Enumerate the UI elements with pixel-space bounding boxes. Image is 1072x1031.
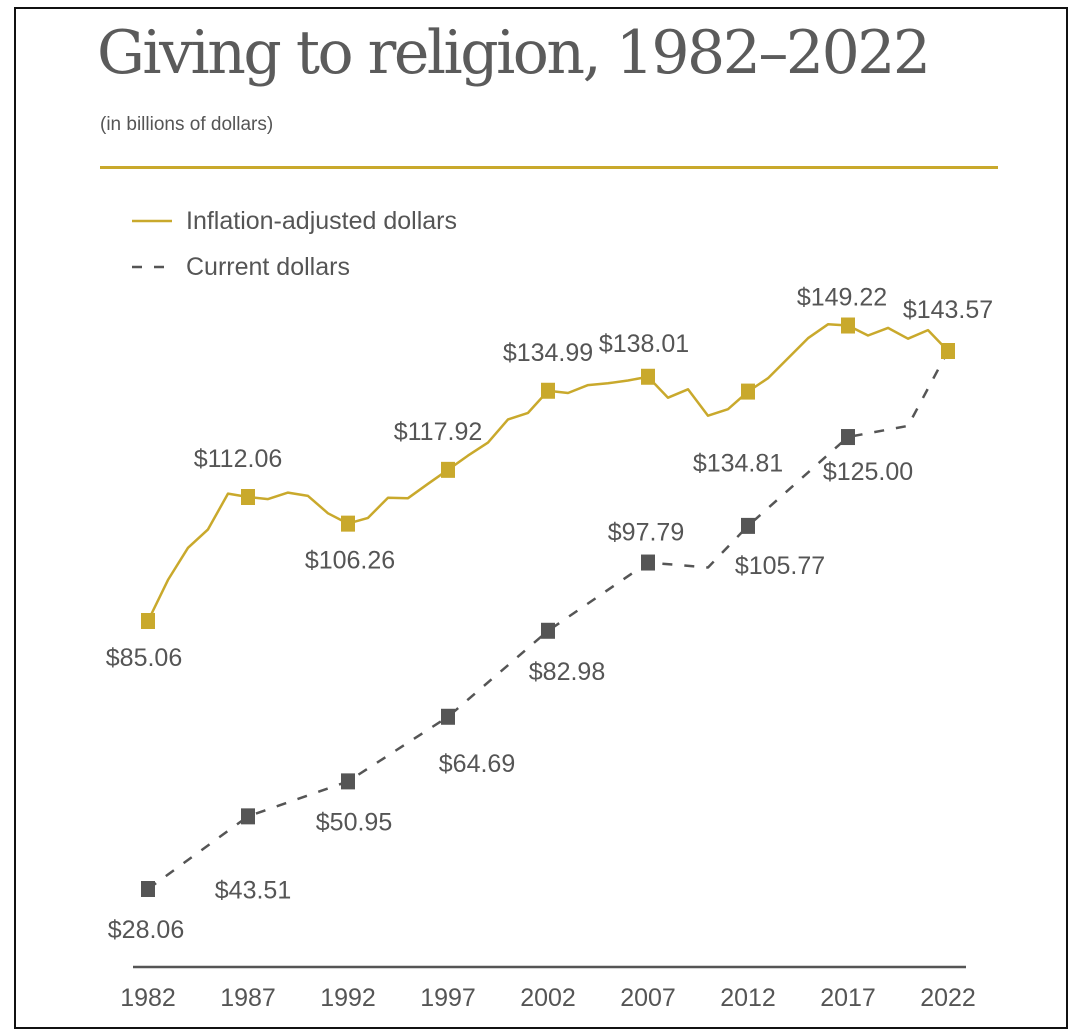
inflation-adjusted-data-label: $106.26 bbox=[305, 547, 395, 575]
x-tick-label: 2022 bbox=[920, 984, 976, 1012]
inflation-adjusted-marker bbox=[841, 317, 855, 334]
inflation-adjusted-data-label: $138.01 bbox=[599, 330, 689, 358]
legend-label: Inflation-adjusted dollars bbox=[186, 206, 457, 235]
chart-legend: Inflation-adjusted dollars Current dolla… bbox=[132, 198, 457, 290]
current-dollars-marker bbox=[241, 808, 255, 825]
x-tick-label: 2012 bbox=[720, 984, 776, 1012]
inflation-adjusted-marker bbox=[141, 613, 155, 629]
inflation-adjusted-marker bbox=[341, 515, 355, 532]
current-dollars-line bbox=[147, 350, 950, 891]
inflation-adjusted-marker bbox=[741, 383, 755, 400]
current-dollars-marker bbox=[641, 554, 655, 571]
current-dollars-data-label: $43.51 bbox=[215, 876, 291, 904]
legend-dashed-line-icon bbox=[132, 258, 172, 276]
inflation-adjusted-data-label: $134.99 bbox=[503, 339, 593, 367]
x-tick-label: 2002 bbox=[520, 984, 576, 1012]
inflation-adjusted-marker bbox=[441, 461, 455, 478]
chart-subtitle: (in billions of dollars) bbox=[100, 114, 274, 135]
legend-solid-line-icon bbox=[132, 212, 172, 230]
current-dollars-marker bbox=[741, 517, 755, 534]
current-dollars-data-label: $105.77 bbox=[735, 552, 825, 580]
inflation-adjusted-data-label: $134.81 bbox=[693, 450, 783, 478]
current-dollars-marker bbox=[141, 881, 155, 897]
current-dollars-data-label: $28.06 bbox=[108, 916, 184, 944]
current-dollars-data-label: $97.79 bbox=[608, 519, 684, 547]
x-tick-label: 2017 bbox=[820, 984, 876, 1012]
current-dollars-marker bbox=[441, 708, 455, 725]
inflation-adjusted-marker bbox=[641, 368, 655, 385]
x-tick-label: 1997 bbox=[420, 984, 476, 1012]
x-tick-label: 2007 bbox=[620, 984, 676, 1012]
inflation-adjusted-data-label: $117.92 bbox=[394, 418, 483, 446]
title-divider bbox=[100, 166, 998, 169]
current-dollars-data-label: $64.69 bbox=[439, 750, 515, 778]
x-tick-label: 1992 bbox=[320, 984, 376, 1012]
x-tick-label: 1982 bbox=[120, 984, 176, 1012]
current-dollars-marker bbox=[341, 773, 355, 790]
legend-item-current: Current dollars bbox=[132, 244, 457, 290]
inflation-adjusted-marker bbox=[541, 382, 555, 399]
inflation-adjusted-marker bbox=[241, 489, 255, 505]
inflation-adjusted-data-label: $112.06 bbox=[194, 445, 283, 473]
inflation-adjusted-marker bbox=[941, 343, 955, 359]
x-tick-label: 1987 bbox=[220, 984, 276, 1012]
current-dollars-data-label: $125.00 bbox=[823, 458, 913, 486]
chart-title: Giving to religion, 1982–2022 bbox=[97, 18, 931, 88]
legend-label: Current dollars bbox=[186, 252, 350, 281]
inflation-adjusted-data-label: $143.57 bbox=[903, 296, 993, 324]
inflation-adjusted-data-label: $85.06 bbox=[106, 644, 182, 672]
current-dollars-marker bbox=[541, 622, 555, 639]
inflation-adjusted-data-label: $149.22 bbox=[797, 284, 887, 312]
current-dollars-data-label: $50.95 bbox=[316, 808, 392, 836]
legend-item-inflation-adjusted: Inflation-adjusted dollars bbox=[132, 198, 457, 244]
current-dollars-data-label: $82.98 bbox=[529, 658, 605, 686]
current-dollars-marker bbox=[841, 429, 855, 446]
